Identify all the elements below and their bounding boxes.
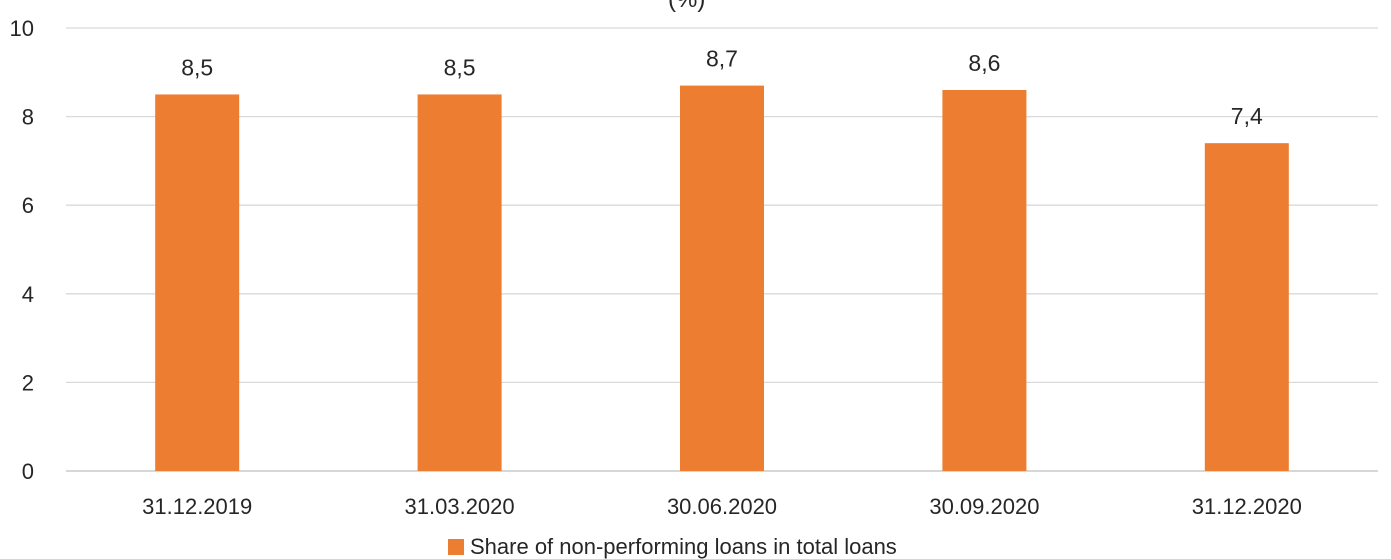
data-label: 8,7 [706, 46, 738, 72]
x-tick-label: 30.06.2020 [667, 494, 777, 519]
y-tick-label: 2 [22, 370, 34, 395]
bar [155, 94, 240, 471]
y-tick-label: 8 [22, 105, 34, 130]
data-label: 8,5 [181, 54, 213, 80]
legend-swatch [448, 539, 464, 555]
legend: Share of non-performing loans in total l… [448, 536, 897, 558]
y-tick-label: 4 [22, 282, 34, 307]
chart-title-fragment: (%) [668, 0, 705, 14]
bars [155, 85, 1289, 472]
x-tick-label: 31.03.2020 [405, 494, 515, 519]
y-axis-ticks: 0 2 4 6 8 10 [10, 16, 34, 484]
data-label: 8,6 [968, 50, 1000, 76]
x-tick-label: 31.12.2019 [142, 494, 252, 519]
data-labels: 8,5 8,5 8,7 8,6 7,4 [181, 46, 1263, 130]
data-label: 7,4 [1231, 103, 1263, 129]
legend-label: Share of non-performing loans in total l… [470, 534, 897, 559]
x-tick-label: 30.09.2020 [929, 494, 1039, 519]
bar [417, 94, 502, 471]
x-tick-label: 31.12.2020 [1192, 494, 1302, 519]
x-axis-ticks: 31.12.2019 31.03.2020 30.06.2020 30.09.2020… [142, 494, 1302, 519]
bar [942, 90, 1027, 472]
bar [680, 85, 764, 471]
data-label: 8,5 [444, 54, 476, 80]
y-tick-label: 0 [22, 459, 34, 484]
y-tick-label: 10 [10, 16, 34, 41]
y-tick-label: 6 [22, 193, 34, 218]
bar [1204, 143, 1289, 471]
